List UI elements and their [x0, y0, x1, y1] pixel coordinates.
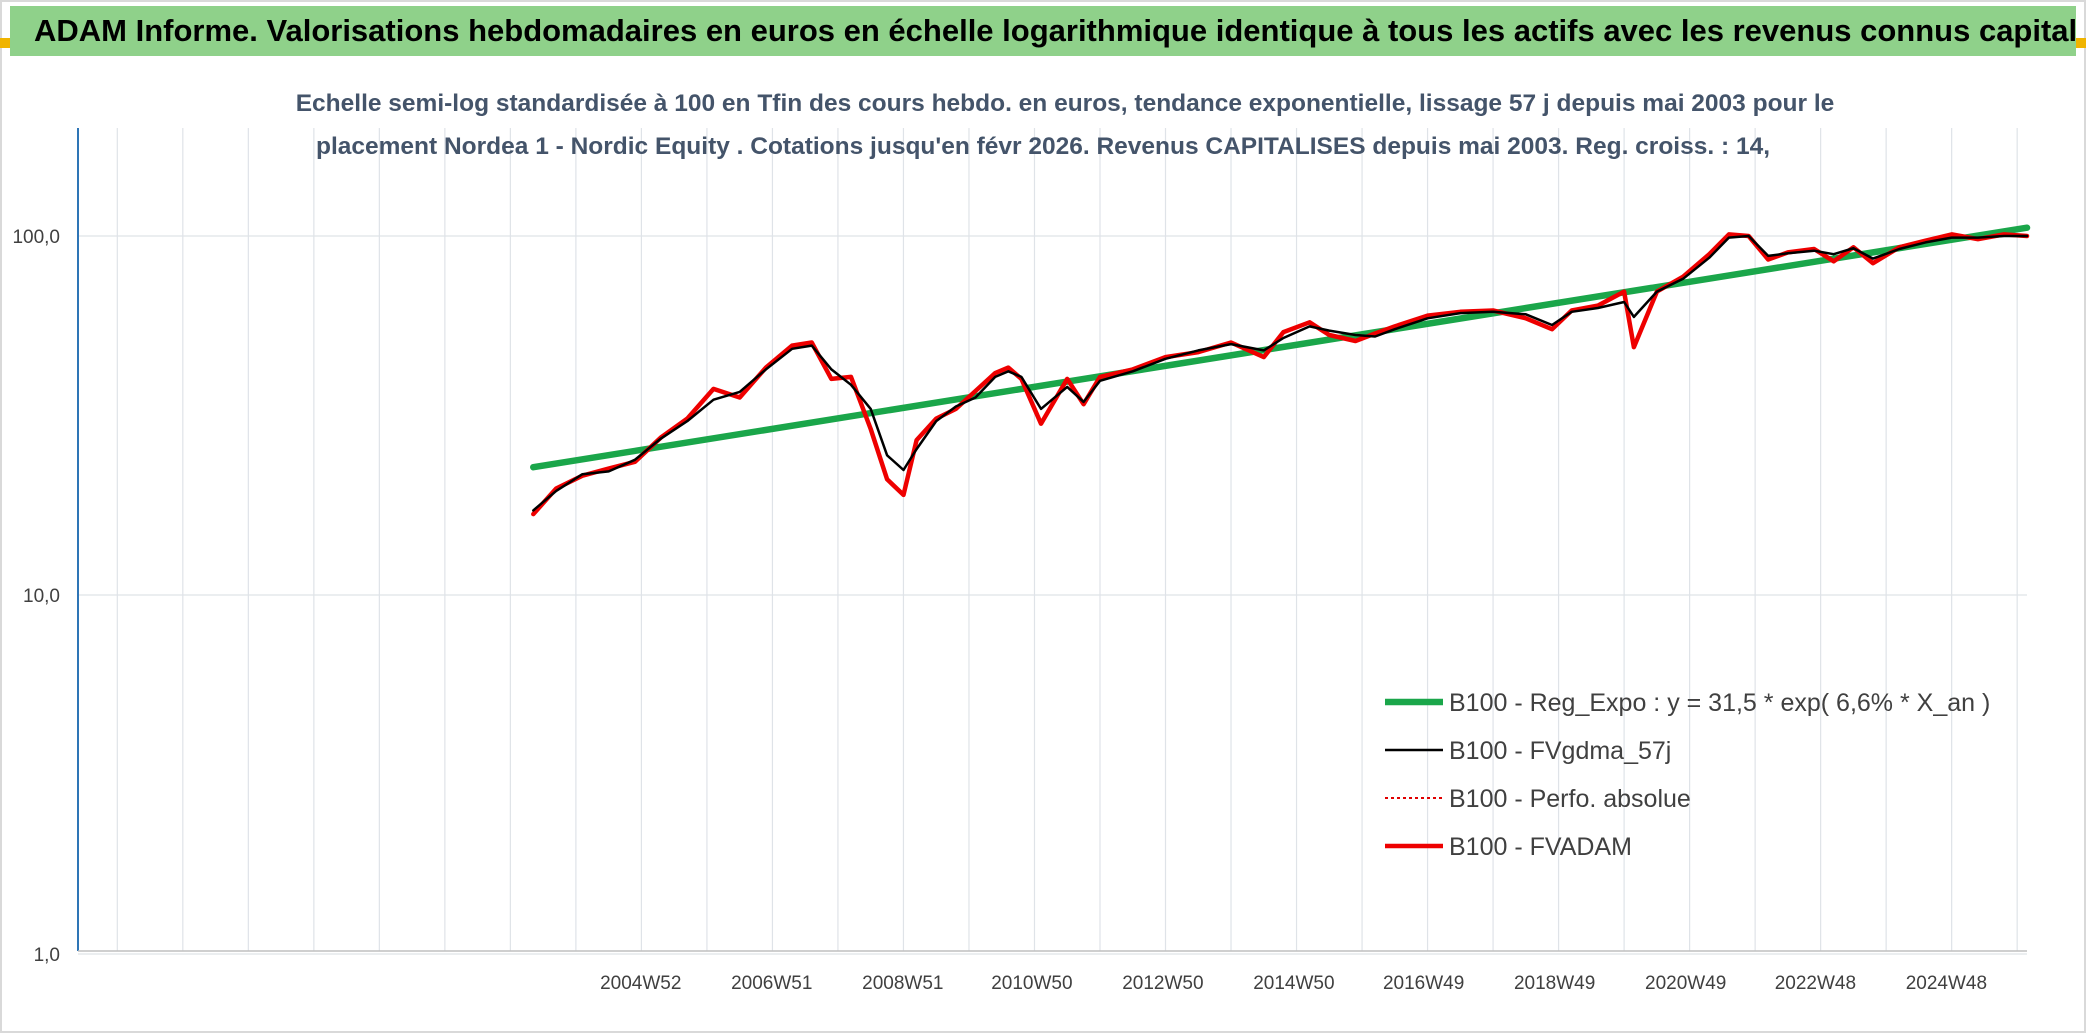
- x-tick-label: 2014W50: [1253, 973, 1334, 994]
- series-line-fvadam: [531, 232, 2030, 517]
- series-line-smooth: [532, 234, 2029, 512]
- x-tick-label: 2012W50: [1122, 973, 1203, 994]
- legend-label-absolute: B100 - Perfo. absolue: [1449, 785, 1691, 813]
- y-tick-label: 10,0: [23, 586, 60, 607]
- corner-marker-top-right: [2068, 38, 2086, 48]
- chart-title: Echelle semi-log standardisée à 100 en T…: [296, 90, 1835, 160]
- x-tick-label: 2020W49: [1645, 973, 1726, 994]
- x-tick-label: 2008W51: [862, 973, 943, 994]
- x-tick-label: 2024W48: [1906, 973, 1987, 994]
- corner-marker-top-left: [0, 38, 18, 48]
- series-layer: [530, 224, 2031, 517]
- x-tick-label: 2004W52: [600, 973, 681, 994]
- y-tick-label: 1,0: [34, 945, 60, 966]
- y-tick-label: 100,0: [12, 227, 60, 248]
- x-tick-label: 2010W50: [991, 973, 1072, 994]
- axis-layer: [77, 128, 2027, 952]
- chart-title-line-1: Echelle semi-log standardisée à 100 en T…: [296, 90, 1835, 117]
- grid-layer: [78, 128, 2027, 955]
- x-tick-label: 2018W49: [1514, 973, 1595, 994]
- tick-layer: 1,0 10,0 100,0 2004W52 2006W51 2008W51 2010W50…: [12, 227, 1987, 994]
- x-tick-label: 2022W48: [1775, 973, 1856, 994]
- legend-label-fvadam: B100 - FVADAM: [1449, 833, 1632, 861]
- report-banner: ADAM Informe. Valorisations hebdomadaire…: [10, 6, 2076, 56]
- x-tick-label: 2016W49: [1383, 973, 1464, 994]
- x-tick-label: 2006W51: [731, 973, 812, 994]
- legend-label-trend: B100 - Reg_Expo : y = 31,5 * exp( 6,6% *…: [1449, 689, 1990, 717]
- chart-title-line-2: placement Nordea 1 - Nordic Equity . Cot…: [316, 133, 1770, 160]
- series-line-trend: [530, 224, 2031, 471]
- legend: B100 - Reg_Expo : y = 31,5 * exp( 6,6% *…: [1385, 689, 1990, 861]
- legend-label-smooth: B100 - FVgdma_57j: [1449, 737, 1671, 765]
